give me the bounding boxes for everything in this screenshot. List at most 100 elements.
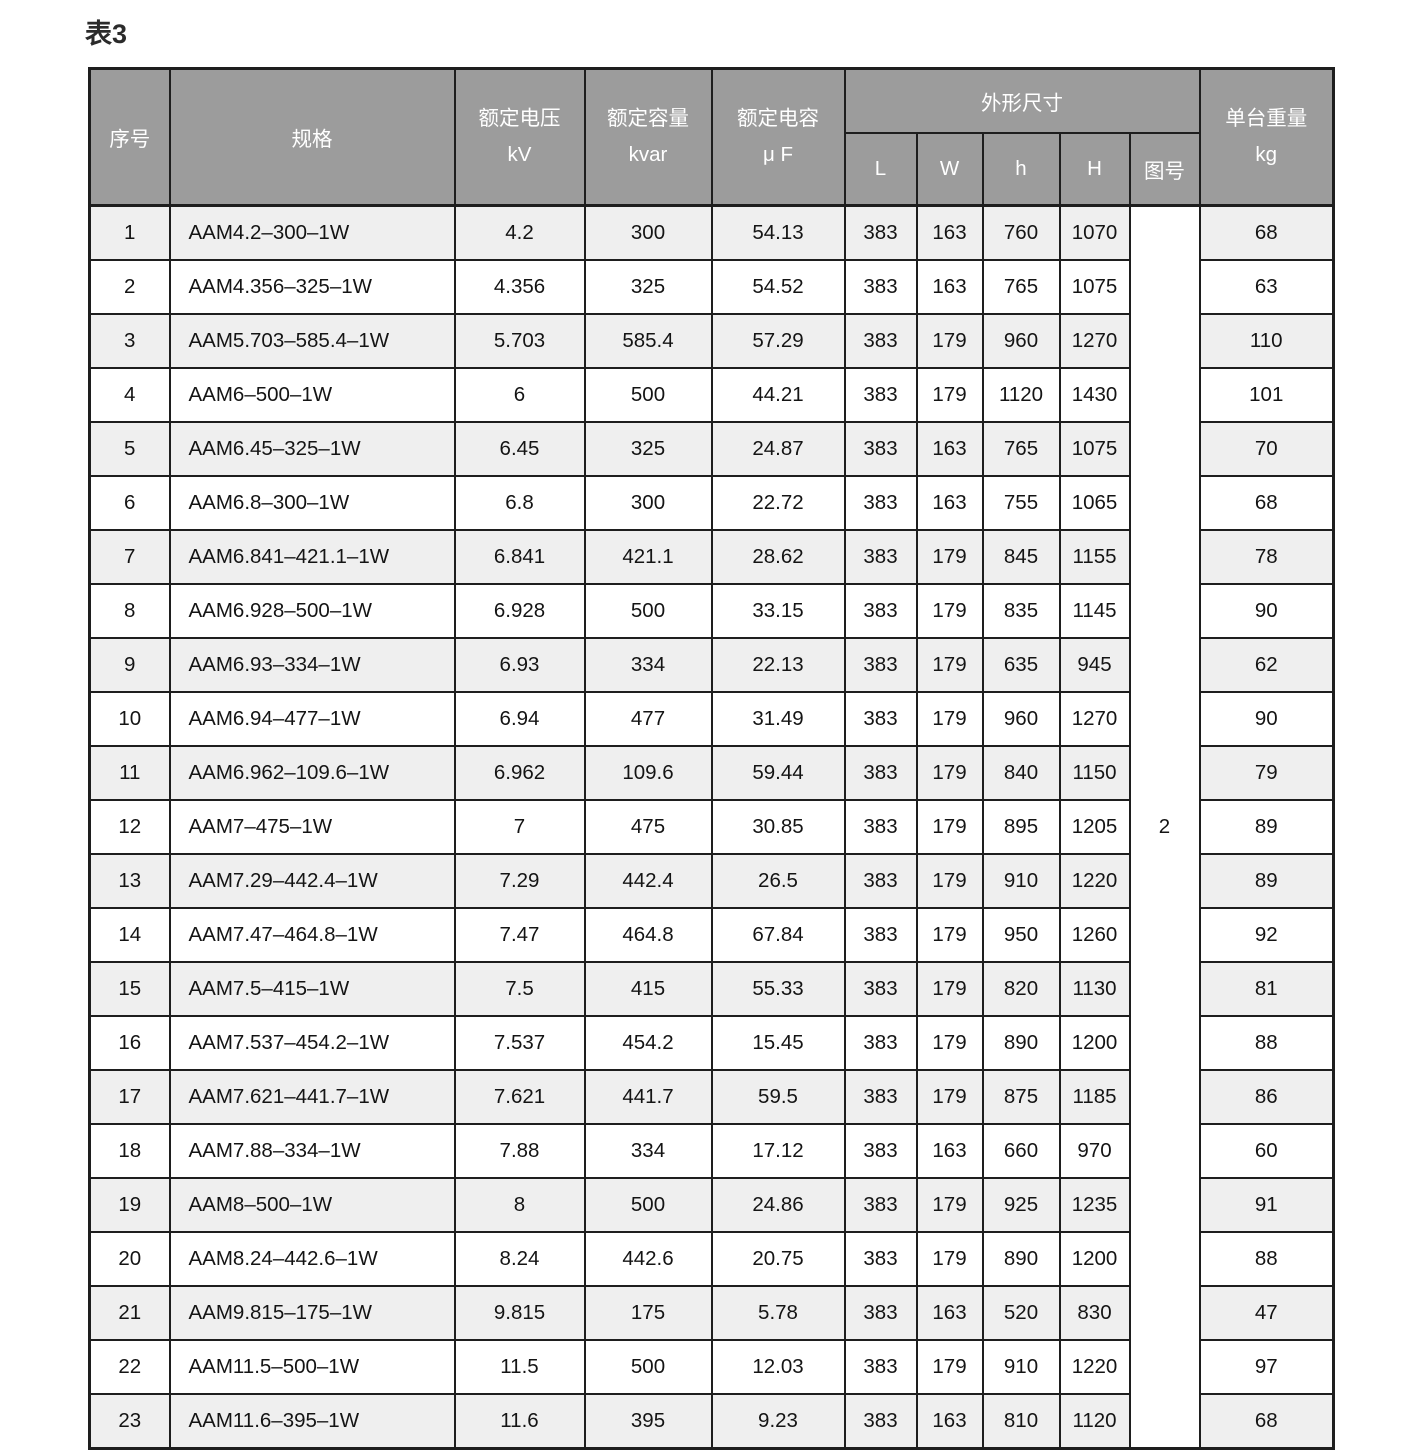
cell-kv: 7.47	[453, 907, 586, 963]
cell-w: 163	[915, 259, 984, 315]
header-rated-capacitance-unit: μ F	[762, 143, 794, 166]
header-unit-weight-label: 单台重量	[1225, 106, 1308, 130]
cell-kg: 63	[1198, 259, 1335, 315]
cell-kvar: 442.4	[583, 853, 713, 909]
cell-kv: 9.815	[453, 1285, 586, 1341]
cell-seq: 1	[88, 204, 171, 261]
cell-spec: AAM6.8–300–1W	[168, 475, 456, 531]
header-row-top: 序号 规格 额定电压 kV 额定容量 kvar 额定电容 μ F 外形尺寸 单台…	[88, 67, 1335, 207]
cell-uf: 30.85	[710, 799, 846, 855]
cell-seq: 15	[88, 961, 171, 1017]
cell-w: 179	[915, 583, 984, 639]
cell-spec: AAM7.29–442.4–1W	[168, 853, 456, 909]
cell-spec: AAM6.928–500–1W	[168, 583, 456, 639]
drawing-number-cell: 2	[1128, 204, 1201, 1450]
cell-kg: 88	[1198, 1015, 1335, 1071]
cell-h: 635	[981, 637, 1061, 693]
cell-l: 383	[843, 583, 918, 639]
cell-l: 383	[843, 745, 918, 801]
table-row: 3 AAM5.703–585.4–1W 5.703 585.4 57.29 383 179 9…	[88, 313, 1335, 369]
cell-uf: 28.62	[710, 529, 846, 585]
cell-kg: 47	[1198, 1285, 1335, 1341]
cell-spec: AAM11.6–395–1W	[168, 1393, 456, 1450]
cell-hh: 1185	[1058, 1069, 1131, 1125]
header-seq: 序号	[88, 67, 171, 207]
cell-kg: 68	[1198, 1393, 1335, 1450]
cell-kvar: 325	[583, 421, 713, 477]
cell-w: 179	[915, 1231, 984, 1287]
table-row: 8 AAM6.928–500–1W 6.928 500 33.15 383 179 835 11…	[88, 583, 1335, 639]
cell-kg: 60	[1198, 1123, 1335, 1179]
cell-uf: 20.75	[710, 1231, 846, 1287]
cell-spec: AAM6.93–334–1W	[168, 637, 456, 693]
cell-spec: AAM7.47–464.8–1W	[168, 907, 456, 963]
cell-spec: AAM9.815–175–1W	[168, 1285, 456, 1341]
cell-uf: 57.29	[710, 313, 846, 369]
cell-h: 840	[981, 745, 1061, 801]
cell-seq: 16	[88, 1015, 171, 1071]
cell-uf: 24.87	[710, 421, 846, 477]
cell-uf: 9.23	[710, 1393, 846, 1450]
cell-uf: 26.5	[710, 853, 846, 909]
cell-h: 765	[981, 259, 1061, 315]
cell-seq: 19	[88, 1177, 171, 1233]
cell-seq: 17	[88, 1069, 171, 1125]
cell-l: 383	[843, 367, 918, 423]
table-row: 9 AAM6.93–334–1W 6.93 334 22.13 383 179 635 945 6…	[88, 637, 1335, 693]
cell-w: 179	[915, 691, 984, 747]
table-row: 12 AAM7–475–1W 7 475 30.85 383 179 895 1205 89	[88, 799, 1335, 855]
cell-w: 179	[915, 529, 984, 585]
header-rated-capacitance-label: 额定电容	[737, 106, 819, 130]
cell-kv: 8	[453, 1177, 586, 1233]
cell-uf: 15.45	[710, 1015, 846, 1071]
cell-hh: 1120	[1058, 1393, 1131, 1450]
cell-kg: 68	[1198, 475, 1335, 531]
cell-uf: 55.33	[710, 961, 846, 1017]
cell-spec: AAM4.2–300–1W	[168, 204, 456, 261]
table-header: 序号 规格 额定电压 kV 额定容量 kvar 额定电容 μ F 外形尺寸 单台…	[88, 67, 1335, 207]
cell-w: 179	[915, 799, 984, 855]
header-rated-voltage-unit: kV	[507, 143, 532, 166]
table-row: 6 AAM6.8–300–1W 6.8 300 22.72 383 163 755 1065 68	[88, 475, 1335, 531]
cell-kvar: 500	[583, 1177, 713, 1233]
cell-kg: 81	[1198, 961, 1335, 1017]
cell-hh: 1220	[1058, 853, 1131, 909]
cell-uf: 5.78	[710, 1285, 846, 1341]
cell-h: 520	[981, 1285, 1061, 1341]
table-row: 19 AAM8–500–1W 8 500 24.86 383 179 925 1235 91	[88, 1177, 1335, 1233]
cell-l: 383	[843, 1393, 918, 1450]
cell-h: 760	[981, 204, 1061, 261]
cell-kvar: 175	[583, 1285, 713, 1341]
cell-kv: 6.93	[453, 637, 586, 693]
cell-spec: AAM6–500–1W	[168, 367, 456, 423]
cell-kv: 11.6	[453, 1393, 586, 1450]
header-rated-capacity: 额定容量 kvar	[583, 67, 713, 207]
cell-h: 875	[981, 1069, 1061, 1125]
cell-kv: 7.621	[453, 1069, 586, 1125]
cell-h: 820	[981, 961, 1061, 1017]
cell-w: 163	[915, 1123, 984, 1179]
cell-l: 383	[843, 907, 918, 963]
cell-hh: 1155	[1058, 529, 1131, 585]
cell-seq: 22	[88, 1339, 171, 1395]
cell-spec: AAM4.356–325–1W	[168, 259, 456, 315]
cell-hh: 1150	[1058, 745, 1131, 801]
cell-spec: AAM6.94–477–1W	[168, 691, 456, 747]
cell-kv: 7.29	[453, 853, 586, 909]
cell-kg: 110	[1198, 313, 1335, 369]
cell-kg: 78	[1198, 529, 1335, 585]
cell-l: 383	[843, 691, 918, 747]
cell-w: 163	[915, 204, 984, 261]
cell-l: 383	[843, 799, 918, 855]
cell-w: 179	[915, 313, 984, 369]
cell-h: 1120	[981, 367, 1061, 423]
cell-uf: 59.5	[710, 1069, 846, 1125]
cell-kg: 90	[1198, 691, 1335, 747]
cell-spec: AAM7.88–334–1W	[168, 1123, 456, 1179]
cell-seq: 4	[88, 367, 171, 423]
cell-uf: 22.72	[710, 475, 846, 531]
cell-spec: AAM8.24–442.6–1W	[168, 1231, 456, 1287]
cell-kg: 68	[1198, 204, 1335, 261]
cell-kv: 6.962	[453, 745, 586, 801]
cell-h: 755	[981, 475, 1061, 531]
